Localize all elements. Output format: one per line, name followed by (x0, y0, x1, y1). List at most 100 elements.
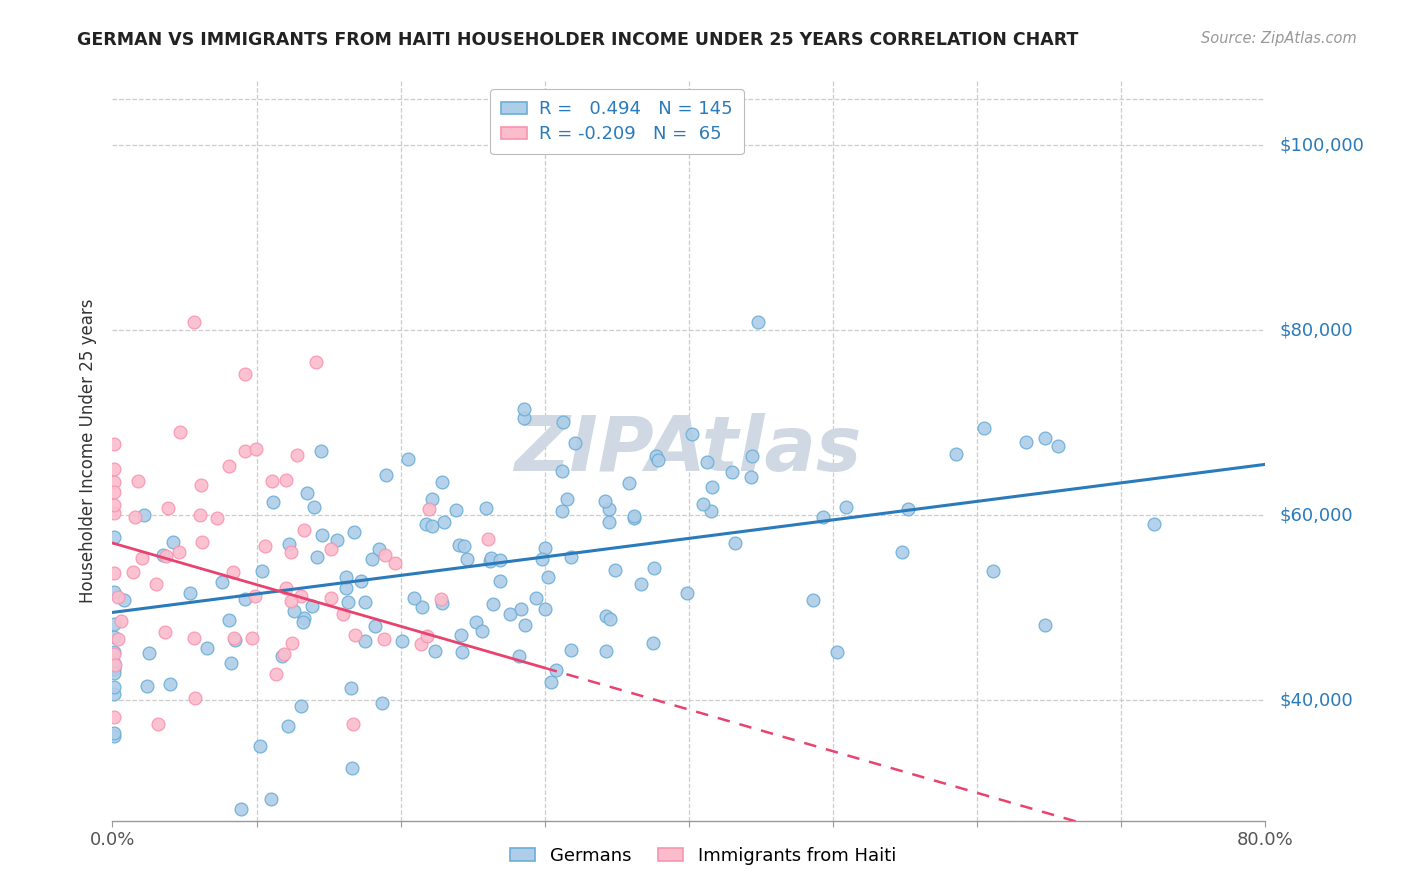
Point (411, 599, 433, 614)
Point (179, 586, 201, 600)
Point (148, 716, 170, 731)
Point (307, 550, 329, 565)
Point (456, 551, 478, 566)
Point (305, 355, 328, 369)
Point (184, 691, 207, 706)
Text: $60,000: $60,000 (1279, 507, 1353, 524)
Point (471, 624, 494, 638)
Point (292, 610, 315, 624)
Point (595, 608, 617, 623)
Point (623, 510, 645, 524)
Point (132, 508, 155, 522)
Point (605, 563, 627, 577)
Point (302, 500, 325, 514)
Point (290, 589, 312, 603)
Point (404, 591, 426, 605)
Point (211, 574, 233, 589)
Point (243, 589, 266, 603)
Point (453, 539, 475, 553)
Point (1015, 434, 1038, 449)
Point (373, 632, 395, 646)
Point (233, 444, 256, 458)
Point (167, 544, 190, 558)
Point (423, 643, 446, 657)
Point (700, 504, 723, 518)
Point (560, 550, 582, 565)
Point (447, 538, 470, 552)
Point (183, 315, 205, 329)
Point (112, 592, 135, 607)
Point (103, 662, 125, 676)
Point (249, 739, 271, 754)
Point (475, 500, 498, 515)
Point (598, 515, 620, 529)
Point (464, 615, 486, 629)
Point (337, 594, 360, 608)
Point (107, 632, 129, 646)
Point (280, 594, 302, 608)
Point (218, 613, 240, 627)
Point (103, 475, 125, 490)
Point (107, 590, 129, 604)
Point (344, 627, 367, 641)
Point (155, 549, 177, 563)
Point (145, 577, 167, 591)
Point (259, 791, 281, 805)
Point (301, 599, 323, 614)
Point (159, 677, 181, 691)
Point (595, 644, 617, 658)
Point (103, 680, 125, 694)
Point (367, 541, 389, 556)
Point (103, 647, 125, 661)
Point (451, 645, 474, 659)
Point (332, 607, 354, 621)
Point (534, 541, 557, 555)
Point (647, 453, 669, 467)
Point (103, 660, 125, 674)
Point (188, 508, 211, 522)
Point (103, 710, 125, 724)
Point (555, 492, 578, 507)
Point (321, 542, 343, 557)
Point (240, 631, 263, 645)
Point (273, 647, 295, 661)
Point (121, 565, 143, 579)
Point (619, 475, 641, 490)
Point (599, 612, 621, 626)
Point (162, 535, 184, 549)
Point (560, 642, 582, 657)
Point (169, 425, 191, 439)
Point (415, 517, 437, 532)
Point (153, 625, 176, 640)
Point (551, 504, 574, 518)
Point (897, 502, 920, 516)
Point (477, 533, 499, 547)
Point (945, 447, 967, 461)
Point (262, 495, 284, 509)
Point (623, 509, 645, 524)
Point (384, 556, 406, 570)
Point (219, 657, 242, 671)
Point (513, 402, 536, 417)
Point (360, 551, 382, 566)
Point (415, 629, 437, 643)
Point (103, 498, 125, 512)
Point (510, 602, 533, 616)
Point (409, 637, 432, 651)
Point (335, 581, 357, 595)
Point (276, 473, 298, 487)
Point (103, 506, 125, 520)
Point (224, 632, 246, 647)
Point (537, 570, 560, 584)
Point (396, 451, 419, 466)
Y-axis label: Householder Income Under 25 years: Householder Income Under 25 years (79, 298, 97, 603)
Point (271, 649, 294, 664)
Point (430, 475, 453, 489)
Point (353, 634, 375, 648)
Point (124, 510, 146, 524)
Point (283, 604, 305, 618)
Point (374, 548, 396, 562)
Text: $100,000: $100,000 (1279, 136, 1364, 154)
Point (103, 530, 125, 544)
Point (157, 500, 180, 515)
